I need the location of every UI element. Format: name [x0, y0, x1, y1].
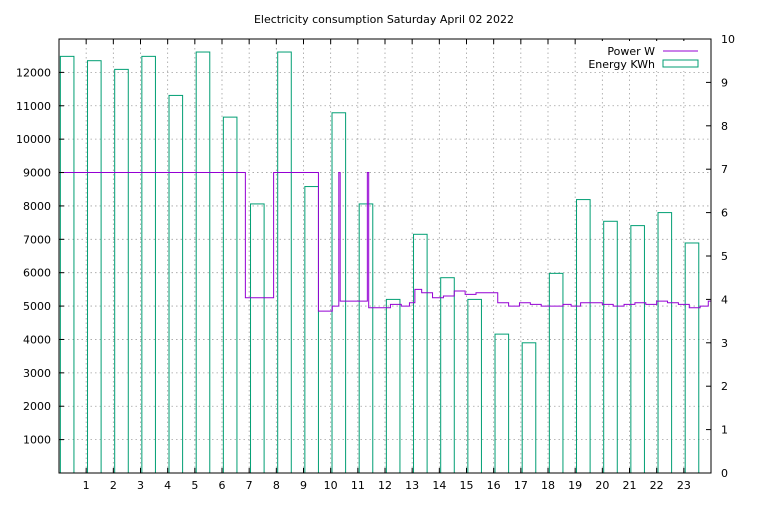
x-tick-label: 6 — [219, 479, 226, 492]
energy-bar — [195, 51, 211, 474]
x-tick-label: 3 — [137, 479, 144, 492]
x-tick-label: 10 — [324, 479, 338, 492]
energy-bar — [222, 116, 238, 474]
y-tick-label: 6000 — [23, 267, 51, 280]
x-tick-label: 22 — [650, 479, 664, 492]
y2-axis: 0 1 2 3 4 5 6 7 8 9 10 — [706, 33, 735, 480]
y2-tick-label: 7 — [721, 163, 728, 176]
grid-lines — [59, 39, 711, 473]
y2-tick-label: 3 — [721, 337, 728, 350]
energy-bar — [467, 298, 482, 474]
energy-bar — [521, 342, 537, 474]
y-tick-label: 7000 — [23, 233, 51, 246]
energy-bar — [250, 203, 265, 474]
x-tick-label: 14 — [432, 479, 446, 492]
energy-bar — [576, 199, 591, 474]
y-tick-label: 11000 — [16, 100, 51, 113]
x-tick-label: 4 — [164, 479, 171, 492]
y-tick-label: 4000 — [23, 333, 51, 346]
x-tick-label: 7 — [246, 479, 253, 492]
power-line-layer — [59, 172, 712, 312]
energy-bar — [114, 68, 129, 474]
legend-background — [585, 41, 705, 71]
legend-label-energy: Energy KWh — [588, 58, 655, 71]
x-tick-label: 5 — [191, 479, 198, 492]
y2-tick-label: 5 — [721, 250, 728, 263]
x-tick-label: 21 — [623, 479, 637, 492]
y2-tick-label: 10 — [721, 33, 735, 46]
energy-bar — [385, 298, 401, 474]
legend: Power W Energy KWh — [585, 41, 705, 71]
energy-bar — [603, 220, 618, 474]
y-tick-label: 3000 — [23, 367, 51, 380]
y2-tick-label: 0 — [721, 467, 728, 480]
x-tick-label: 8 — [273, 479, 280, 492]
y2-tick-label: 8 — [721, 120, 728, 133]
y-tick-label: 10000 — [16, 133, 51, 146]
energy-bar — [684, 242, 700, 474]
x-tick-label: 18 — [541, 479, 555, 492]
y2-tick-label: 2 — [721, 380, 728, 393]
energy-bar — [141, 55, 156, 474]
y2-tick-label: 9 — [721, 76, 728, 89]
energy-bar — [59, 55, 75, 474]
y-tick-label: 1000 — [23, 434, 51, 447]
energy-bar — [87, 60, 102, 474]
x-tick-label: 2 — [110, 479, 117, 492]
y-tick-label: 2000 — [23, 400, 51, 413]
energy-bar — [304, 186, 319, 474]
x-tick-label: 11 — [351, 479, 365, 492]
x-tick-label: 17 — [514, 479, 528, 492]
energy-bar — [413, 233, 428, 474]
x-tick-label: 1 — [83, 479, 90, 492]
energy-bar — [630, 225, 645, 474]
x-tick-label: 12 — [378, 479, 392, 492]
energy-bar — [440, 277, 455, 474]
legend-label-power: Power W — [607, 45, 655, 58]
y-tick-label: 8000 — [23, 200, 51, 213]
energy-bar — [657, 212, 673, 474]
power-line — [59, 172, 712, 312]
y2-tick-label: 1 — [721, 424, 728, 437]
x-tick-label: 20 — [595, 479, 609, 492]
y-axis: 1000 2000 3000 4000 5000 6000 7000 8000 9000 1000… — [16, 66, 64, 447]
energy-bar — [358, 203, 374, 474]
energy-bar — [548, 272, 564, 474]
y2-tick-label: 4 — [721, 293, 728, 306]
x-tick-label: 19 — [568, 479, 582, 492]
x-tick-label: 23 — [677, 479, 691, 492]
y-tick-label: 12000 — [16, 66, 51, 79]
x-axis: 1 2 3 4 5 6 7 8 9 10 11 12 13 14 15 16 17 18 19 20 21 22 23 — [83, 39, 691, 492]
energy-bars — [59, 51, 700, 474]
energy-bar — [494, 333, 510, 474]
y2-tick-label: 6 — [721, 207, 728, 220]
chart-title: Electricity consumption Saturday April 0… — [254, 13, 514, 26]
x-tick-label: 13 — [405, 479, 419, 492]
x-tick-label: 16 — [487, 479, 501, 492]
x-tick-label: 9 — [300, 479, 307, 492]
y-tick-label: 5000 — [23, 300, 51, 313]
energy-bar — [168, 94, 184, 474]
energy-bar — [277, 51, 292, 474]
legend-swatch-energy — [662, 59, 699, 68]
y-tick-label: 9000 — [23, 167, 51, 180]
x-tick-label: 15 — [460, 479, 474, 492]
